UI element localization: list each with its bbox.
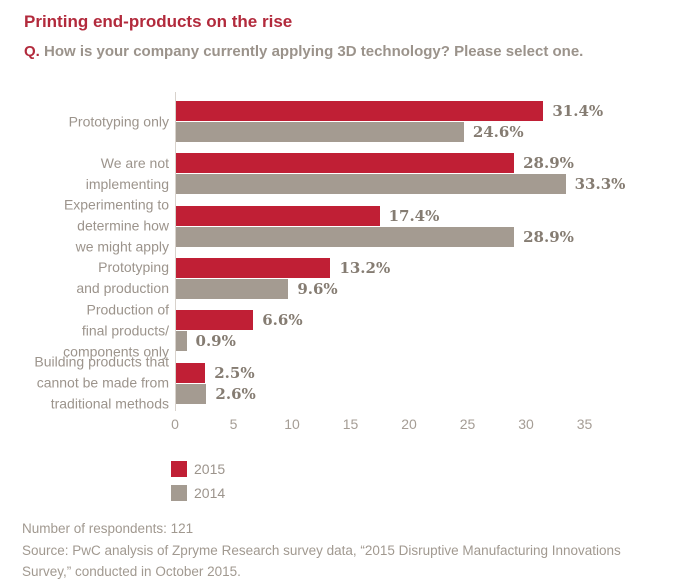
bar-2015	[176, 257, 331, 278]
legend-label-2014: 2014	[194, 485, 226, 501]
x-axis-tick-label: 0	[171, 416, 179, 432]
legend-item-2015: 2015	[171, 461, 225, 477]
value-label-2014: 24.6%	[472, 123, 524, 141]
legend-swatch-2014	[171, 485, 187, 501]
x-axis-tick-label: 25	[459, 416, 476, 432]
legend: 2015 2014	[171, 461, 225, 509]
respondents-note: Number of respondents: 121	[22, 521, 194, 536]
source-line-1: Source: PwC analysis of Zpryme Research …	[22, 542, 621, 558]
bar-2015	[176, 362, 206, 383]
legend-swatch-2015	[171, 461, 187, 477]
category-label: Prototyping only	[68, 113, 169, 129]
x-axis-tick-label: 35	[576, 416, 593, 432]
grouped-bar-chart: Prototyping only 31.4% 24.6% We are not impl…	[34, 92, 626, 509]
footer: Number of respondents: 121 Source: PwC a…	[22, 518, 621, 583]
category-label: Experimenting to determine how we might ap…	[63, 196, 169, 255]
question-text: How is your company currently applying 3…	[39, 43, 584, 60]
x-axis-tick-label: 10	[284, 416, 300, 432]
value-label-2015: 13.2%	[339, 258, 391, 277]
bar-2015	[176, 153, 515, 174]
x-axis-tick-label: 20	[401, 416, 417, 432]
value-label-2014: 0.9%	[195, 332, 236, 351]
value-label-2014: 9.6%	[297, 279, 338, 298]
value-label-2014: 28.9%	[523, 227, 574, 246]
bar-2014	[176, 226, 515, 247]
value-label-2014: 2.6%	[215, 384, 256, 403]
page-title: Printing end-products on the rise	[24, 12, 293, 31]
value-label-2014: 33.3%	[574, 175, 626, 194]
value-label-2015: 2.5%	[214, 363, 255, 382]
legend-item-2014: 2014	[171, 485, 225, 501]
y-axis-line	[175, 92, 176, 411]
legend-label-2015: 2015	[194, 461, 226, 477]
x-axis-tick-label: 15	[342, 416, 359, 432]
bar-2015	[176, 205, 380, 226]
question-prefix: Q.	[24, 43, 40, 60]
x-axis-tick-label: 5	[229, 416, 238, 432]
category-label: We are not implementing	[85, 154, 169, 192]
bar-2014	[176, 122, 464, 142]
category-label: Production of final products/components o…	[63, 301, 169, 360]
bar-2014	[176, 174, 566, 195]
bar-2014	[176, 331, 187, 352]
x-axis-tick-label: 30	[518, 416, 534, 432]
value-label-2015: 28.9%	[523, 154, 574, 173]
bar-2014	[176, 278, 289, 299]
source-line-2: Survey,” conducted in October 2015.	[22, 564, 241, 579]
category-label: Building products that cannot be made fro…	[34, 353, 169, 412]
value-label-2015: 17.4%	[388, 206, 440, 225]
category-label: Prototyping and production	[76, 259, 169, 297]
survey-question: Q. How is your company currently applyin…	[24, 43, 583, 60]
bar-2014	[176, 383, 207, 404]
bar-2015	[176, 101, 544, 121]
bar-2015	[176, 310, 254, 331]
value-label-2015: 31.4%	[552, 102, 604, 120]
value-label-2015: 6.6%	[262, 311, 303, 330]
